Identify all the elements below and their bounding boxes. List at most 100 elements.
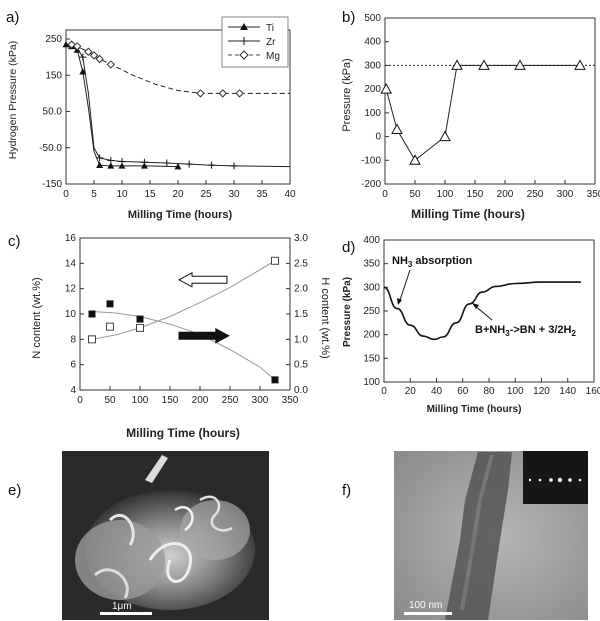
data-point-left	[271, 256, 279, 265]
legend-marker-mg	[239, 50, 249, 60]
panel-label-d: d)	[342, 239, 355, 256]
x-tick-label: 35	[256, 189, 268, 200]
panel-label-b: b)	[342, 9, 355, 26]
tem-diffraction-spots	[528, 477, 582, 483]
y-tick-label-left: 6	[70, 360, 76, 371]
data-point-left	[88, 335, 96, 344]
x-tick-label: 40	[431, 386, 443, 397]
panel-label-f: f)	[342, 482, 351, 499]
data-point-ti	[79, 68, 87, 75]
chart-d-xlabel: Milling Time (hours)	[427, 404, 522, 415]
tem-nanotube	[445, 452, 512, 620]
chart-c-ylabel-right: H content (wt.%)	[319, 277, 331, 358]
x-tick-label: 140	[559, 386, 576, 397]
data-point-ti	[174, 163, 182, 170]
tem-nanotube-core	[460, 454, 494, 611]
panel-label-a: a)	[6, 9, 19, 26]
legend-label-mg: Mg	[266, 51, 280, 62]
data-point-zr	[118, 158, 126, 166]
x-tick-label: 350	[587, 189, 600, 200]
y-tick-label-left: 16	[65, 233, 77, 244]
pressure-curve	[383, 281, 581, 341]
arrow-open	[177, 271, 228, 288]
data-point	[574, 59, 586, 70]
data-point-zr	[140, 158, 148, 166]
chart-c-arrows	[177, 271, 230, 344]
chart-d-ticks: 0 20 40 60 80 100 120 140 160 100 150 200 250 300 350 4…	[363, 235, 600, 397]
chart-a-series	[62, 40, 291, 170]
x-tick-label: 100	[437, 189, 454, 200]
y-tick-label: 400	[363, 235, 380, 246]
x-tick-label: 25	[200, 189, 212, 200]
series-line	[385, 64, 580, 162]
chart-d-ylabel: Pressure (kPa)	[342, 277, 353, 347]
y-tick-label: 500	[364, 13, 381, 24]
chart-b: 0 50 100 150 200 250 300 350 -200 -100 0 100 200 300 4…	[341, 13, 600, 221]
y-tick-label: 400	[364, 37, 381, 48]
tem-diffraction-inset	[523, 451, 588, 504]
data-point-right	[271, 376, 279, 384]
data-point-right	[106, 300, 114, 308]
data-point	[451, 59, 463, 70]
legend-marker-zr	[240, 37, 248, 45]
legend-label-ti: Ti	[266, 23, 274, 34]
chart-a-ticks: 0 5 10 15 20 25 30 35 40 250 150 50.0 -50.0 -150	[39, 34, 296, 200]
legend-label-zr: Zr	[266, 37, 276, 48]
data-point-right	[88, 310, 96, 318]
data-point-ti	[107, 162, 115, 169]
chart-c-xlabel: Milling Time (hours)	[126, 426, 240, 440]
x-tick-label: 160	[586, 386, 600, 397]
data-point-mg	[89, 51, 99, 60]
data-point-left	[136, 323, 144, 332]
data-point-ti	[96, 161, 104, 168]
x-tick-label: 300	[557, 189, 574, 200]
x-tick-label: 250	[527, 189, 544, 200]
x-tick-label: 50	[409, 189, 421, 200]
sem-scale-label: 1μm	[112, 601, 132, 612]
y-tick-label: 0	[375, 132, 381, 143]
sem-nanotube	[93, 568, 129, 599]
sem-nanotube	[145, 455, 168, 483]
chart-c-frame	[79, 237, 291, 391]
y-tick-label: 50.0	[43, 107, 63, 118]
data-point-zr	[208, 161, 216, 169]
y-tick-label: 150	[45, 70, 62, 81]
fit-curve-right	[91, 311, 276, 381]
y-tick-label: -50.0	[39, 143, 62, 154]
series-line-ti	[65, 44, 179, 168]
x-tick-label: 15	[144, 189, 156, 200]
data-point-right	[136, 315, 144, 323]
chart-a: 0 5 10 15 20 25 30 35 40 250 150 50.0 -50.0 -150 Ti Z…	[7, 16, 296, 221]
y-tick-label-right: 2.5	[294, 258, 308, 269]
x-tick-label: 250	[222, 395, 239, 406]
data-point	[391, 123, 403, 134]
panel-label-e: e)	[8, 482, 21, 499]
chart-a-legend: Ti Zr Mg	[221, 16, 289, 68]
data-point-ti	[118, 162, 126, 169]
data-point	[380, 83, 393, 94]
y-tick-label-left: 8	[70, 334, 76, 345]
y-tick-label-left: 10	[65, 309, 77, 320]
chart-b-frame	[384, 17, 596, 185]
tem-scale-label: 100 nm	[409, 600, 442, 611]
data-point-zr	[163, 159, 171, 167]
legend-marker-ti	[240, 23, 248, 30]
chart-a-ylabel: Hydrogen Pressure (kPa)	[7, 41, 19, 159]
data-point	[409, 154, 421, 165]
data-point-zr	[79, 53, 87, 61]
x-tick-label: 350	[282, 395, 299, 406]
sem-scale-bar	[100, 612, 152, 615]
x-tick-label: 60	[457, 386, 469, 397]
x-tick-label: 100	[507, 386, 524, 397]
x-tick-label: 0	[382, 189, 388, 200]
y-tick-label: 200	[363, 330, 380, 341]
data-point-mg	[72, 42, 82, 51]
x-tick-label: 300	[252, 395, 269, 406]
y-tick-label-right: 0.5	[294, 360, 308, 371]
y-tick-label-right: 1.0	[294, 334, 308, 345]
sem-nanotube	[174, 506, 194, 532]
legend-box	[221, 16, 289, 68]
arrow-filled	[178, 327, 230, 344]
chart-c-ylabel-left: N content (wt.%)	[31, 277, 43, 358]
